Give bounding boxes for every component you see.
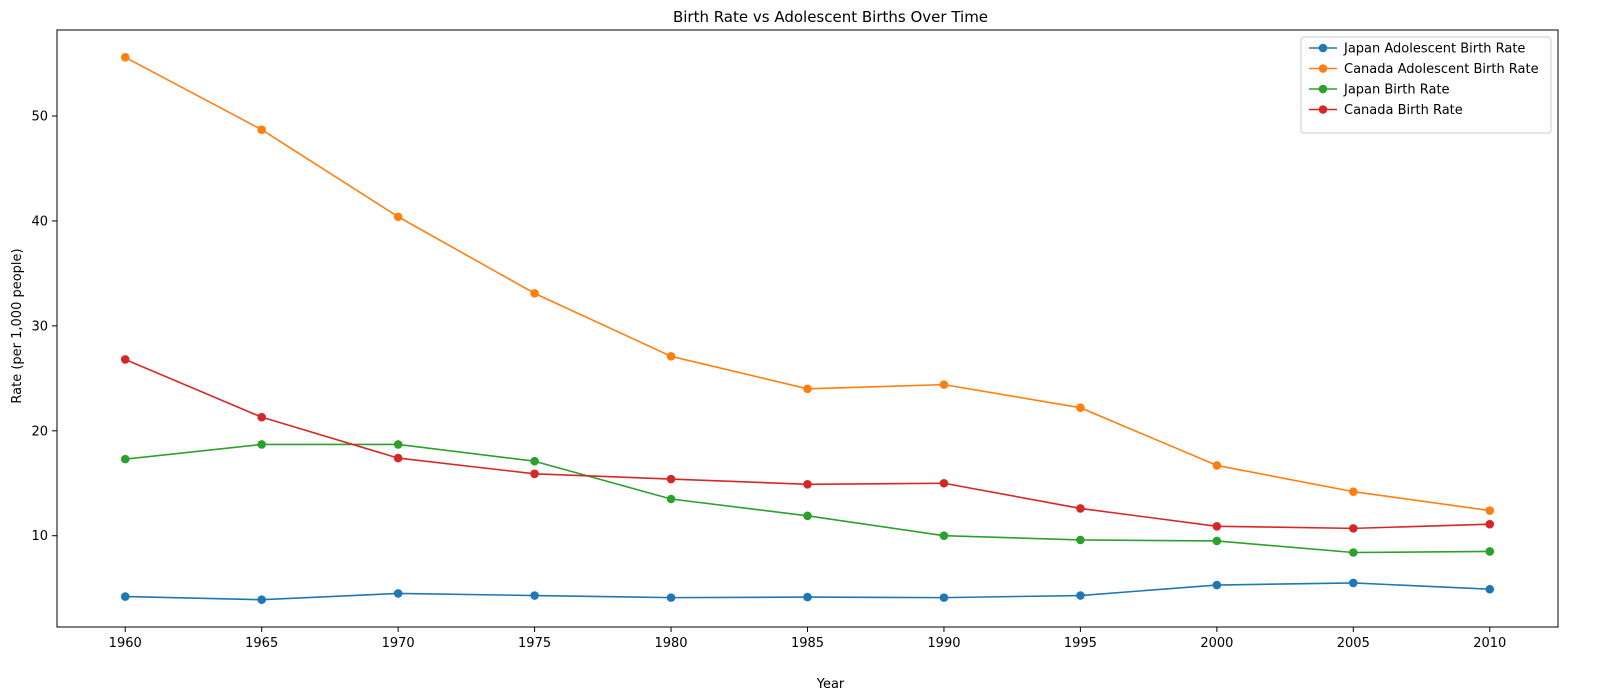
data-point — [1212, 521, 1222, 531]
data-point — [939, 531, 949, 541]
data-point — [257, 595, 266, 605]
data-point — [530, 456, 539, 466]
series-line-1 — [124, 56, 1490, 512]
data-point — [530, 289, 539, 298]
x-axis-label: Year — [816, 677, 845, 692]
data-point — [803, 480, 812, 489]
data-point — [1212, 580, 1222, 590]
data-point — [257, 125, 266, 134]
legend-label: Canada Birth Rate — [1344, 103, 1463, 118]
data-point — [1212, 536, 1222, 546]
series-line-2 — [125, 443, 1490, 554]
y-tick-label: 10 — [31, 529, 48, 544]
data-point — [120, 592, 130, 601]
legend-marker — [1318, 43, 1328, 53]
x-tick-label: 1990 — [927, 636, 960, 651]
plot-area — [120, 52, 1495, 605]
x-tick-label: 1970 — [382, 636, 415, 651]
legend-label: Canada Adolescent Birth Rate — [1344, 62, 1539, 77]
y-tick-label: 20 — [31, 424, 48, 439]
x-tick-label: 2010 — [1473, 636, 1506, 651]
data-point — [1485, 506, 1495, 515]
y-tick-label: 30 — [31, 319, 48, 334]
legend-marker — [1318, 84, 1328, 94]
data-point — [530, 591, 539, 600]
x-tick-label: 2000 — [1200, 636, 1233, 651]
legend-box — [1300, 36, 1552, 134]
x-tick-label: 1980 — [654, 636, 687, 651]
data-point — [939, 478, 949, 488]
axes: 1960 1965 1970 1975 1980 1985 1990 1995 2000 2005… — [31, 29, 1559, 651]
data-point — [1076, 504, 1085, 513]
data-point — [393, 440, 403, 449]
data-point — [1076, 591, 1085, 600]
legend-marker — [1318, 105, 1328, 114]
data-point — [1485, 584, 1495, 594]
data-point — [1485, 547, 1495, 556]
legend-label: Japan Birth Rate — [1343, 83, 1450, 98]
data-point — [939, 380, 949, 389]
data-point — [939, 593, 949, 602]
data-point — [393, 589, 403, 598]
data-point — [1076, 535, 1085, 545]
data-point — [666, 494, 676, 504]
y-tick-label: 50 — [31, 110, 48, 125]
data-point — [1485, 519, 1495, 529]
data-point — [803, 592, 812, 602]
data-point — [1349, 524, 1358, 533]
legend-label: Japan Adolescent Birth Rate — [1343, 42, 1525, 57]
data-point — [257, 440, 266, 449]
data-point — [1212, 461, 1222, 470]
data-point — [666, 593, 676, 602]
data-point — [1349, 487, 1358, 496]
data-point — [120, 355, 130, 364]
data-point — [666, 352, 676, 361]
y-tick-label: 40 — [31, 214, 48, 229]
x-tick-label: 2005 — [1337, 636, 1370, 651]
data-point — [803, 384, 812, 394]
data-point — [120, 52, 130, 62]
data-point — [393, 212, 403, 222]
data-point — [803, 511, 812, 521]
data-point — [1349, 548, 1358, 557]
data-point — [120, 454, 130, 464]
x-tick-label: 1960 — [109, 636, 142, 651]
data-point — [257, 412, 266, 422]
y-axis-label: Rate (per 1,000 people) — [10, 248, 25, 403]
data-point — [530, 469, 539, 479]
legend: Japan Adolescent Birth Rate Canada Adoles… — [1300, 36, 1552, 134]
chart-title: Birth Rate vs Adolescent Births Over Tim… — [673, 8, 988, 26]
x-tick-label: 1995 — [1064, 636, 1097, 651]
data-point — [393, 453, 403, 463]
data-point — [1349, 578, 1358, 588]
x-tick-label: 1985 — [791, 636, 824, 651]
data-point — [666, 474, 676, 484]
x-tick-label: 1965 — [245, 636, 278, 651]
legend-marker — [1318, 64, 1328, 73]
x-tick-label: 1975 — [518, 636, 551, 651]
data-point — [1076, 403, 1085, 413]
